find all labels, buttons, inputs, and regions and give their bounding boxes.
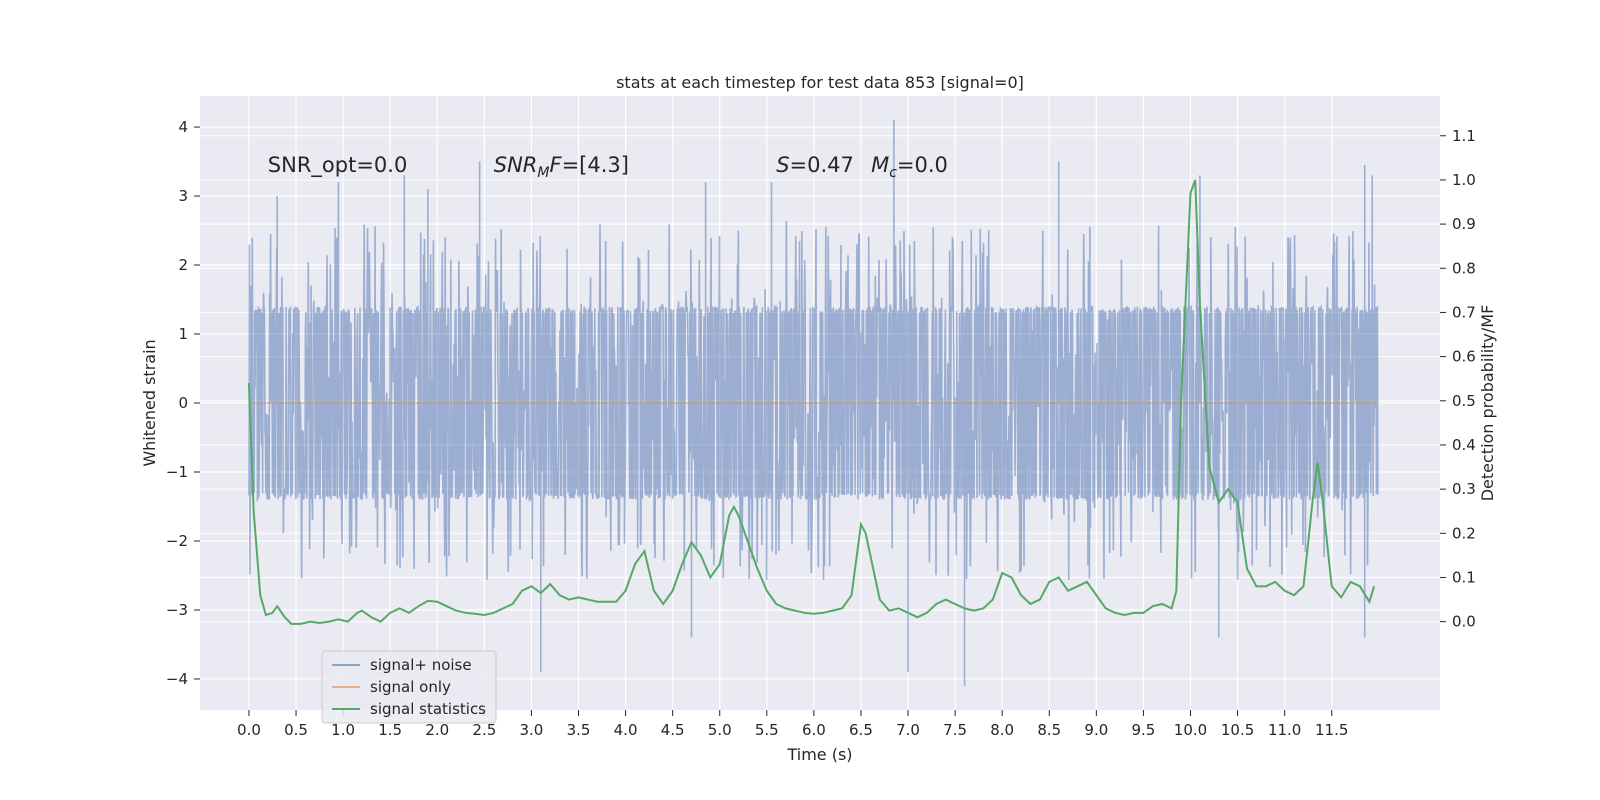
y2-tick-label: 0.2: [1452, 524, 1476, 542]
x-tick-label: 5.0: [708, 721, 732, 739]
axis-ticks: 0.0 0.5 1.0 1.5 2.0 2.5 3.0 3.5 4.0 4.5 5.0 5.5 6.0 6…: [166, 118, 1476, 739]
y2-tick-label: 0.3: [1452, 480, 1476, 498]
x-tick-label: 0.5: [284, 721, 308, 739]
signal-statistics-series: [247, 179, 1376, 625]
x-tick-label: 11.5: [1315, 721, 1348, 739]
annotation-1: SNR_opt=0.0: [268, 153, 408, 178]
annotation-2: SNRMF=[4.3]: [494, 153, 629, 181]
y2-tick-label: 1.1: [1452, 127, 1476, 145]
x-tick-label: 7.5: [943, 721, 967, 739]
x-tick-label: 3.5: [567, 721, 591, 739]
y-axis-label: Whitened strain: [140, 339, 159, 466]
y-tick-label: 2: [178, 256, 188, 274]
y2-tick-label: 0.5: [1452, 392, 1476, 410]
x-tick-label: 6.0: [802, 721, 826, 739]
chart-title: stats at each timestep for test data 853…: [616, 73, 1024, 92]
legend-box: [321, 650, 497, 724]
y-tick-label: −3: [166, 601, 188, 619]
x-tick-label: 9.0: [1084, 721, 1108, 739]
y-tick-label: 1: [178, 325, 188, 343]
legend-label: signal+ noise: [370, 656, 472, 674]
x-tick-label: 8.5: [1037, 721, 1061, 739]
x-tick-label: 1.5: [378, 721, 402, 739]
y-tick-label: −1: [166, 463, 188, 481]
y2-tick-label: 1.0: [1452, 171, 1476, 189]
signal-statistics-line: [247, 179, 1376, 625]
y-tick-label: 0: [178, 394, 188, 412]
y2-axis-label: Detection probability/MF: [1478, 305, 1497, 502]
legend-label: signal only: [370, 678, 451, 696]
y-tick-label: −2: [166, 532, 188, 550]
x-tick-label: 6.5: [849, 721, 873, 739]
y2-tick-label: 0.9: [1452, 215, 1476, 233]
y2-tick-label: 0.7: [1452, 303, 1476, 321]
x-tick-label: 11.0: [1268, 721, 1301, 739]
x-axis-label: Time (s): [786, 745, 852, 764]
y2-tick-label: 0.6: [1452, 348, 1476, 366]
y2-tick-label: 0.1: [1452, 568, 1476, 586]
x-tick-label: 5.5: [755, 721, 779, 739]
legend: signal+ noise signal only signal statistic…: [321, 650, 497, 724]
legend-label: signal statistics: [370, 700, 486, 718]
x-tick-label: 2.5: [472, 721, 496, 739]
x-tick-label: 10.0: [1174, 721, 1207, 739]
annotations: SNR_opt=0.0 SNRMF=[4.3] S=0.47 Mc=0.0: [268, 153, 948, 181]
x-tick-label: 10.5: [1221, 721, 1254, 739]
y-tick-label: 4: [178, 118, 188, 136]
y2-tick-label: 0.4: [1452, 436, 1476, 454]
y2-tick-label: 0.8: [1452, 259, 1476, 277]
x-tick-label: 3.0: [519, 721, 543, 739]
x-tick-label: 4.0: [614, 721, 638, 739]
y-tick-label: −4: [166, 670, 188, 688]
y-tick-label: 3: [178, 187, 188, 205]
x-tick-label: 4.5: [661, 721, 685, 739]
x-tick-label: 2.0: [425, 721, 449, 739]
x-tick-label: 1.0: [331, 721, 355, 739]
annotation-3: S=0.47 Mc=0.0: [776, 153, 948, 181]
x-tick-label: 7.0: [896, 721, 920, 739]
x-tick-label: 8.0: [990, 721, 1014, 739]
y2-tick-label: 0.0: [1452, 613, 1476, 631]
x-tick-label: 9.5: [1131, 721, 1155, 739]
x-tick-label: 0.0: [237, 721, 261, 739]
